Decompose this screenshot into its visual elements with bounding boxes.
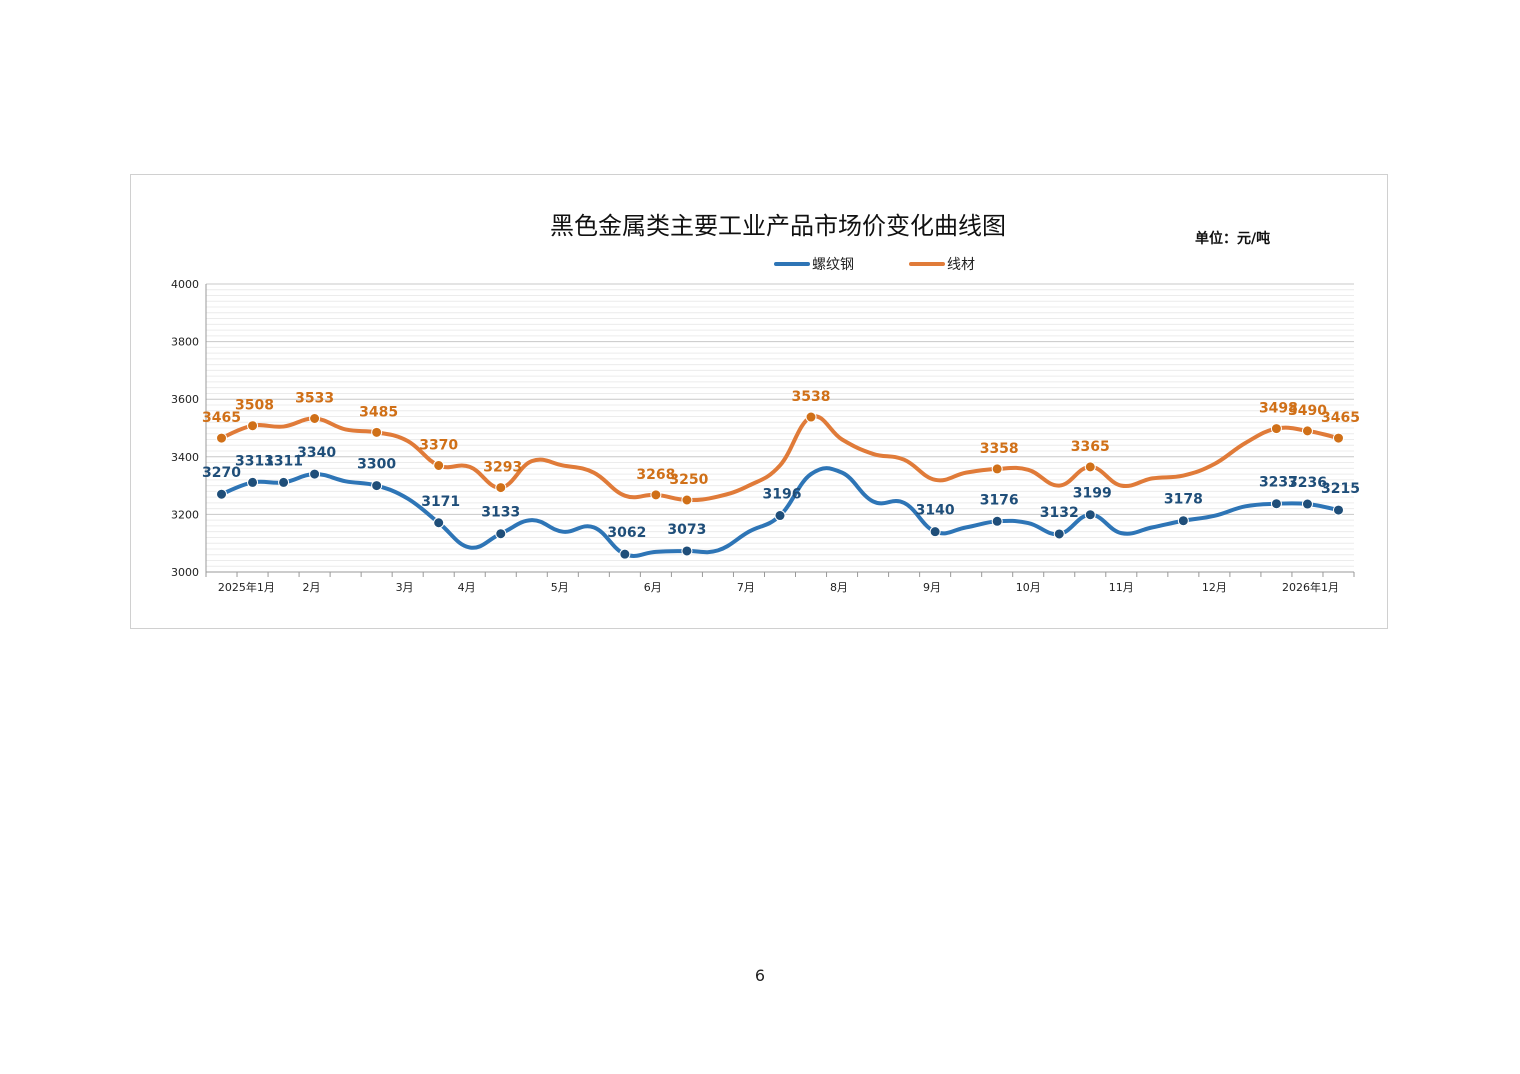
data-label: 3340 — [297, 445, 336, 461]
data-label: 3268 — [636, 467, 675, 483]
data-point — [216, 432, 228, 444]
major-gridlines: 3000 3200 3400 3600 3800 4000 — [171, 278, 1354, 579]
data-point — [1053, 528, 1065, 540]
data-point — [309, 412, 321, 424]
chart-title: 黑色金属类主要工业产品市场价变化曲线图 — [550, 212, 1006, 240]
data-label: 3178 — [1164, 492, 1203, 508]
data-point — [495, 528, 507, 540]
data-point — [371, 480, 383, 492]
data-label: 3508 — [235, 398, 274, 414]
legend-label: 线材 — [947, 257, 975, 273]
series-line-wire — [219, 414, 1341, 503]
y-tick-label: 3000 — [171, 566, 199, 579]
legend-label: 螺纹钢 — [812, 257, 854, 273]
data-point — [247, 420, 259, 432]
data-label: 3196 — [763, 487, 802, 503]
data-point — [433, 517, 445, 529]
data-label: 3133 — [481, 505, 520, 521]
data-label: 3533 — [295, 390, 334, 406]
data-label: 3311 — [235, 453, 274, 469]
data-label: 3293 — [483, 460, 522, 476]
data-label: 3498 — [1259, 401, 1298, 417]
y-tick-label: 3800 — [171, 336, 199, 349]
data-point — [681, 545, 693, 557]
minor-gridlines — [206, 289, 1354, 567]
data-label: 3465 — [202, 410, 241, 426]
chart-frame: 3000 3200 3400 3600 3800 4000 2025年1月 2月 3月 4月 5月 6… — [130, 174, 1388, 629]
data-point — [619, 548, 631, 560]
x-tick-label: 8月 — [830, 581, 848, 594]
data-point — [278, 476, 290, 488]
data-point — [495, 482, 507, 494]
data-point — [805, 411, 817, 423]
data-point — [991, 463, 1003, 475]
data-point — [216, 488, 228, 500]
data-label: 3132 — [1040, 505, 1079, 521]
data-label: 3370 — [419, 437, 458, 453]
data-label: 3311 — [264, 453, 303, 469]
data-point — [774, 510, 786, 522]
data-label: 3485 — [359, 404, 398, 420]
data-label: 3250 — [669, 472, 708, 488]
data-label: 3176 — [980, 492, 1019, 508]
x-tick-label: 5月 — [551, 581, 569, 594]
legend-item: 螺纹钢 — [774, 257, 854, 273]
data-point — [1301, 425, 1313, 437]
page-number: 6 — [754, 966, 766, 985]
unit-label: 单位：元/吨 — [1195, 230, 1270, 247]
data-label: 3062 — [607, 525, 646, 541]
data-point — [1332, 432, 1344, 444]
data-label: 3236 — [1288, 475, 1327, 491]
x-tick-label: 2025年1月 — [218, 580, 275, 594]
data-point — [1084, 509, 1096, 521]
data-label: 3270 — [202, 465, 241, 481]
data-label: 3215 — [1321, 481, 1360, 497]
data-point — [991, 515, 1003, 527]
x-tick-label: 10月 — [1016, 581, 1041, 594]
data-point — [1084, 461, 1096, 473]
data-label: 3073 — [667, 522, 706, 538]
x-tick-label: 11月 — [1109, 581, 1134, 594]
legend-item: 线材 — [909, 257, 975, 273]
x-tick-label: 9月 — [923, 581, 941, 594]
y-tick-label: 4000 — [171, 278, 199, 291]
data-point — [1270, 423, 1282, 435]
data-label: 3358 — [980, 441, 1019, 457]
data-label: 3171 — [421, 494, 460, 510]
data-point — [1332, 504, 1344, 516]
data-point — [1177, 515, 1189, 527]
x-tick-label: 6月 — [644, 581, 662, 594]
y-tick-label: 3400 — [171, 451, 199, 464]
x-tick-label: 2026年1月 — [1282, 580, 1339, 594]
data-label: 3140 — [916, 503, 955, 519]
x-tick-label: 3月 — [396, 581, 414, 594]
x-tick-label: 12月 — [1202, 581, 1227, 594]
data-point — [1301, 498, 1313, 510]
x-tick-label: 7月 — [737, 581, 755, 594]
data-point — [929, 526, 941, 538]
data-label: 3538 — [792, 389, 831, 405]
data-point — [433, 459, 445, 471]
data-point — [650, 489, 662, 501]
data-label: 3365 — [1071, 439, 1110, 455]
y-tick-label: 3200 — [171, 508, 199, 521]
data-label: 3300 — [357, 457, 396, 473]
x-tick-label: 2月 — [302, 581, 320, 594]
data-label: 3199 — [1073, 486, 1112, 502]
data-point — [309, 468, 321, 480]
data-point — [681, 494, 693, 506]
data-label: 3490 — [1288, 403, 1327, 419]
data-point — [247, 476, 259, 488]
x-tick-label: 4月 — [458, 581, 476, 594]
data-label: 3465 — [1321, 410, 1360, 426]
data-point — [371, 426, 383, 438]
data-point — [1270, 498, 1282, 510]
data-label: 3237 — [1259, 475, 1298, 491]
price-line-chart: 3000 3200 3400 3600 3800 4000 2025年1月 2月 3月 4月 5月 6… — [171, 212, 1360, 594]
x-axis-ticks: 2025年1月 2月 3月 4月 5月 6月 7月 8月 9月 10月 11月 12月 2026年1月 — [205, 572, 1355, 594]
y-tick-label: 3600 — [171, 393, 199, 406]
